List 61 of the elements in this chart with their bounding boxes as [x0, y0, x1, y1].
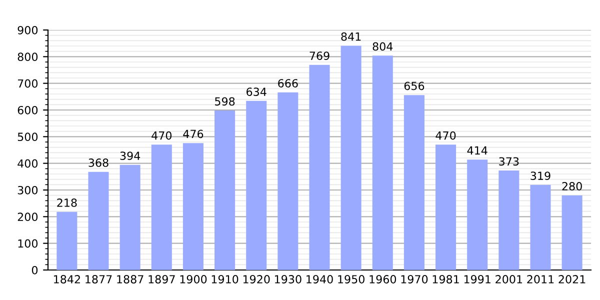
data-label: 368 [88, 158, 108, 167]
bar [498, 170, 520, 270]
y-tick-label: 600 [18, 106, 38, 114]
y-tick-label: 200 [18, 212, 38, 222]
bar [246, 100, 267, 270]
x-tick-label: 1842 [54, 275, 80, 284]
data-label: 470 [436, 131, 456, 140]
data-label: 414 [467, 146, 488, 155]
data-label: 218 [57, 198, 77, 207]
data-label: 394 [120, 152, 140, 160]
x-tick-label: 2011 [527, 275, 554, 284]
x-tick-label: 1910 [212, 275, 238, 284]
bar [182, 143, 204, 270]
x-tick-label: 1950 [338, 275, 364, 284]
y-tick-label: 100 [18, 239, 38, 248]
x-tick-label: 1887 [117, 275, 144, 284]
x-tick-label: 1991 [464, 275, 490, 284]
data-label: 666 [278, 79, 298, 88]
x-tick-label: 1897 [148, 275, 175, 284]
bar [88, 172, 109, 270]
x-tick-label: 1900 [180, 275, 207, 284]
bar [120, 164, 140, 270]
data-label: 804 [372, 42, 393, 51]
y-tick-label: 400 [18, 159, 38, 168]
y-tick-label: 700 [18, 79, 38, 88]
y-tick-label: 0 [32, 266, 38, 274]
y-tick-label: 800 [18, 52, 38, 62]
data-label: 769 [310, 52, 330, 60]
data-label: 598 [215, 97, 235, 106]
x-tick-label: 1970 [401, 275, 428, 284]
bar [436, 144, 456, 270]
data-label: 841 [341, 32, 361, 41]
data-label: 470 [152, 131, 172, 140]
bar [467, 160, 488, 270]
x-tick-label: 1920 [243, 275, 270, 284]
bar [340, 46, 362, 270]
y-tick-label: 900 [18, 26, 38, 34]
x-tick-label: 1981 [432, 275, 459, 284]
data-label: 634 [246, 88, 266, 96]
bar [278, 92, 298, 270]
y-tick-label: 300 [18, 186, 38, 194]
bar [562, 195, 582, 270]
data-label: 373 [499, 157, 519, 166]
x-tick-label: 1960 [370, 275, 396, 284]
bar [151, 144, 172, 270]
bar [309, 64, 330, 270]
x-tick-label: 1877 [86, 275, 112, 284]
data-label: 476 [183, 130, 204, 138]
bar [530, 184, 551, 270]
x-tick-label: 1940 [306, 275, 333, 284]
data-label: 280 [562, 182, 582, 190]
x-tick-label: 1930 [275, 275, 302, 284]
bar [404, 95, 424, 270]
bar [56, 212, 78, 270]
data-label: 656 [404, 82, 424, 90]
x-tick-label: 2021 [558, 275, 586, 284]
bar [214, 110, 236, 270]
data-label: 319 [530, 172, 550, 180]
x-tick-label: 2001 [496, 275, 522, 284]
bar [372, 56, 393, 270]
y-tick-label: 500 [18, 132, 38, 142]
